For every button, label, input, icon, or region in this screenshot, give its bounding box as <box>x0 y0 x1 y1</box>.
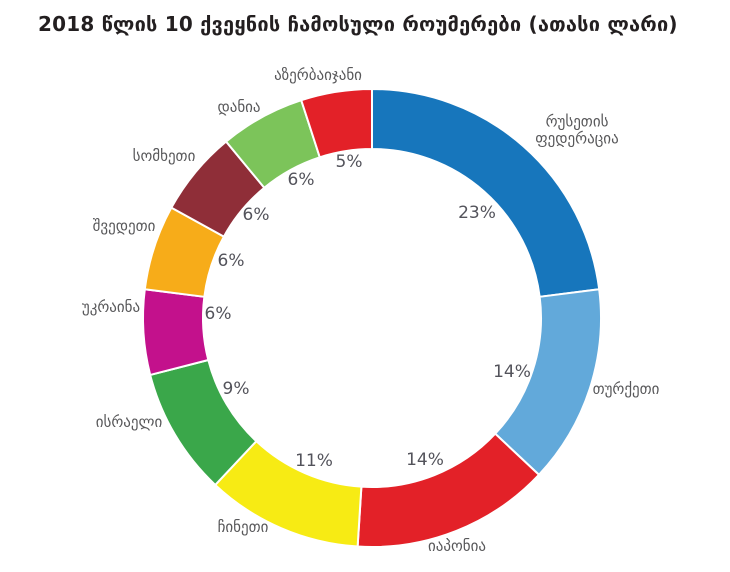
slice-label-denmark: დანია <box>217 98 260 116</box>
slice-label-azerbaijan: აზერბაიჯანი <box>274 66 362 84</box>
slice-label-ukraine: უკრაინა <box>82 298 140 316</box>
slice-label-russia: რუსეთის ფედერაცია <box>535 113 618 148</box>
slice-percent-sweden: 6% <box>218 251 245 271</box>
chart-title: 2018 წლის 10 ქვეყნის ჩამოსული როუმერები … <box>38 12 678 36</box>
slice-label-sweden: შვედეთი <box>93 217 156 235</box>
slice-percent-denmark: 6% <box>288 170 315 190</box>
slice-percent-turkey: 14% <box>493 362 531 382</box>
pie-slice-japan <box>356 432 540 548</box>
slice-percent-azerbaijan: 5% <box>336 152 363 172</box>
slice-percent-russia: 23% <box>458 203 496 223</box>
donut-labels: რუსეთის ფედერაცია 23% თურქეთი 14% იაპონია 14% ჩ… <box>82 66 660 555</box>
pie-slice-azerbaijan <box>300 88 373 159</box>
slice-percent-ukraine: 6% <box>205 304 232 324</box>
slice-label-armenia: სომხეთი <box>133 147 196 165</box>
slice-label-japan: იაპონია <box>428 537 486 555</box>
donut-slices <box>142 88 602 548</box>
slice-label-israel: ისრაელი <box>96 413 163 431</box>
slice-percent-israel: 9% <box>223 379 250 399</box>
slice-label-turkey: თურქეთი <box>593 380 660 398</box>
slice-percent-china: 11% <box>295 451 333 471</box>
slice-percent-japan: 14% <box>406 450 444 470</box>
pie-slice-turkey <box>494 288 602 476</box>
pie-slice-ukraine <box>142 288 210 376</box>
slice-percent-armenia: 6% <box>243 205 270 225</box>
slice-label-china: ჩინეთი <box>218 518 269 536</box>
